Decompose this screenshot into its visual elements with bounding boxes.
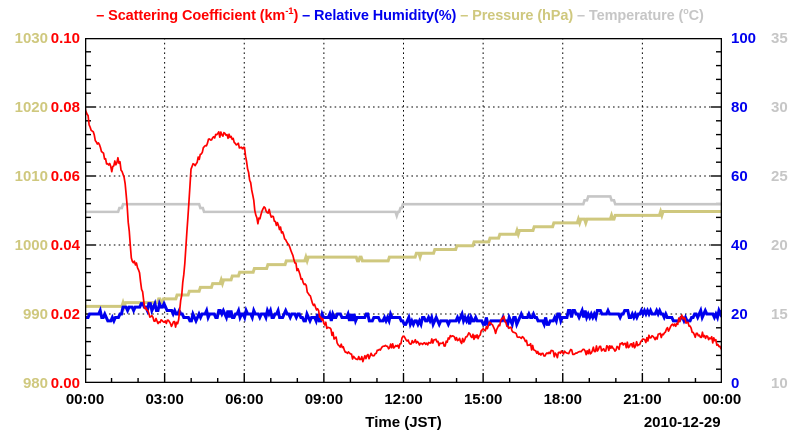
legend-dash-scattering: – [96,7,105,24]
humidity-tick-label: 20 [731,306,748,323]
x-tick-label: 06:00 [225,391,264,408]
pressure-tick-label: 1020 [14,99,48,116]
legend-label-scattering: Scattering Coefficient (km [108,7,286,24]
grid-lines [85,38,722,383]
pressure-tick-label: 1010 [14,168,48,185]
legend-dash-pressure: – [460,7,469,24]
series-line-humidity [85,298,722,330]
pressure-tick-label: 990 [22,306,48,323]
plot-area [85,38,722,383]
temperature-tick-label: 10 [771,375,788,392]
x-axis-date: 2010-12-29 [643,414,721,431]
temperature-tick-label: 25 [771,168,788,185]
temperature-tick-label: 30 [771,99,788,116]
series-line-pressure [85,206,722,312]
x-tick-label: 09:00 [304,391,344,408]
legend-item-scattering: – Scattering Coefficient (km-1) [96,6,302,24]
humidity-tick-label: 40 [731,237,748,254]
legend-dash-temperature: – [577,7,585,24]
legend-sup-scattering: -1 [285,6,294,17]
scattering-tick-label: 0.00 [50,375,80,392]
x-tick-label: 12:00 [384,391,423,408]
pressure-tick-label: 1000 [14,237,48,254]
temperature-tick-label: 35 [771,30,788,47]
scattering-tick-label: 0.02 [50,306,80,323]
chart-canvas [85,38,722,383]
legend-item-pressure: – Pressure (hPa) [460,8,577,24]
scattering-tick-label: 0.04 [50,237,80,254]
legend-label-pressure: Pressure (hPa) [472,7,574,24]
legend-item-humidity: – Relative Humidity(%) [302,8,460,24]
x-tick-label: 00:00 [702,391,742,408]
pressure-tick-label: 1030 [14,30,48,47]
x-tick-label: 03:00 [145,391,184,408]
legend-label-humidity: Relative Humidity(%) [314,7,457,24]
legend-item-temperature: – Temperature (oC) [577,6,704,24]
scattering-tick-label: 0.08 [50,99,80,116]
scattering-tick-label: 0.06 [50,168,80,185]
humidity-tick-label: 100 [731,30,757,47]
legend-label-temperature: Temperature ( [588,7,684,24]
humidity-tick-label: 80 [731,99,748,116]
scattering-tick-label: 0.10 [50,30,80,47]
legend-tail-temperature: C) [688,7,704,24]
series-line-temperature [85,195,722,221]
plot-frame [85,38,722,383]
x-tick-label: 15:00 [463,391,503,408]
humidity-tick-label: 0 [731,375,740,392]
legend-tail-scattering: ) [293,7,299,24]
x-tick-label: 18:00 [543,391,582,408]
humidity-tick-label: 60 [731,168,748,185]
temperature-tick-label: 20 [771,237,788,254]
x-axis-title: Time (JST) [365,414,442,431]
x-tick-label: 21:00 [623,391,662,408]
x-tick-label: 00:00 [65,391,105,408]
temperature-tick-label: 15 [771,306,788,323]
chart-legend: – Scattering Coefficient (km-1) – Relati… [0,6,800,26]
legend-sup-temperature: o [683,6,689,16]
series-line-scattering [85,107,722,363]
pressure-tick-label: 980 [22,375,48,392]
legend-dash-humidity: – [302,7,311,24]
data-series [85,107,722,363]
